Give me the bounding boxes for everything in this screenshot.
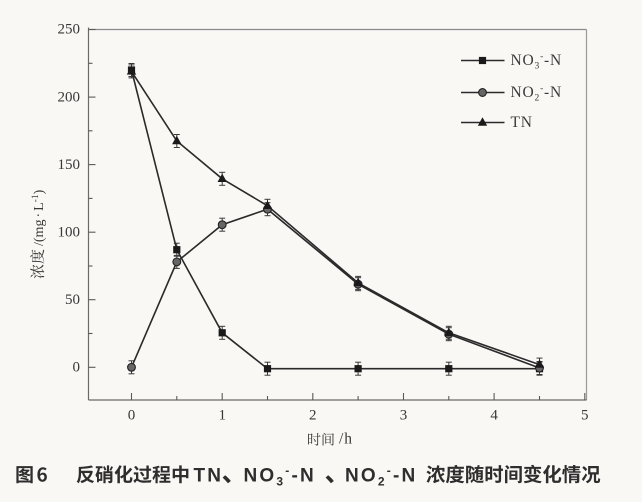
svg-text:50: 50 <box>65 292 80 308</box>
svg-text:4: 4 <box>490 408 498 424</box>
svg-text:NO3--N: NO3--N <box>511 52 563 72</box>
svg-text:/(mg·L-1): /(mg·L-1) <box>31 189 47 246</box>
svg-text:200: 200 <box>58 89 81 105</box>
svg-text:0: 0 <box>73 360 81 376</box>
svg-text:TN: TN <box>194 466 224 487</box>
svg-text:TN: TN <box>511 114 533 131</box>
svg-text:250: 250 <box>58 22 81 38</box>
svg-text:150: 150 <box>58 157 81 173</box>
svg-text:NO2--N: NO2--N <box>345 464 417 489</box>
svg-text:100: 100 <box>58 224 81 240</box>
svg-text:/h: /h <box>339 431 353 448</box>
svg-text:5: 5 <box>581 408 589 424</box>
svg-text:1: 1 <box>218 408 226 424</box>
svg-text:NO2--N: NO2--N <box>511 84 563 104</box>
svg-text:0: 0 <box>128 408 136 424</box>
svg-text:3: 3 <box>400 408 408 424</box>
svg-text:2: 2 <box>309 408 317 424</box>
